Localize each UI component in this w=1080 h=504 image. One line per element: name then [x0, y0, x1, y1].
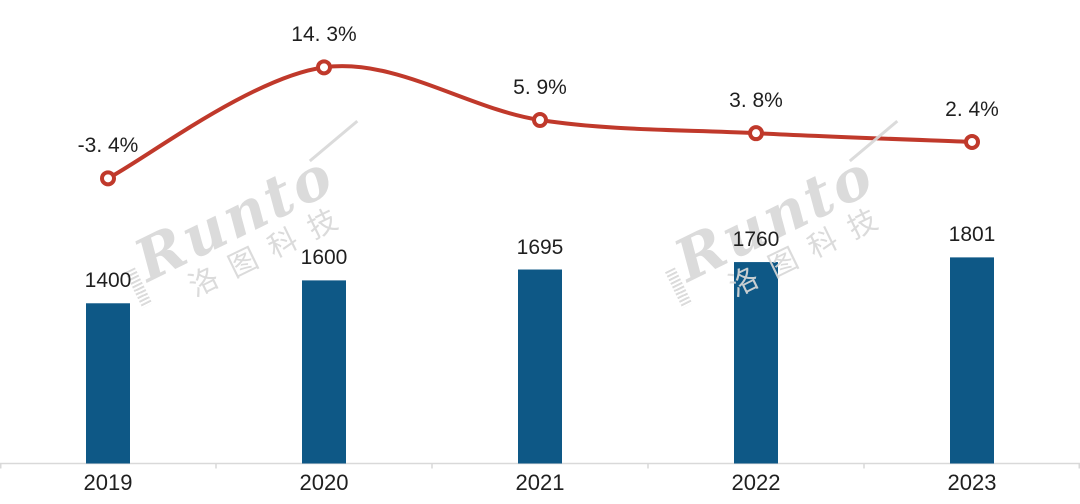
bar-2020 — [302, 280, 346, 464]
line-marker-2022 — [748, 125, 764, 142]
bar-2022 — [734, 262, 778, 464]
line-marker-2023 — [964, 133, 980, 150]
bar-2021 — [518, 269, 562, 464]
line-marker-2019 — [100, 170, 116, 187]
line-marker-2020 — [316, 59, 332, 76]
line-marker-2021 — [532, 112, 548, 129]
bar-2019 — [86, 303, 130, 464]
bar-2023 — [950, 257, 994, 464]
